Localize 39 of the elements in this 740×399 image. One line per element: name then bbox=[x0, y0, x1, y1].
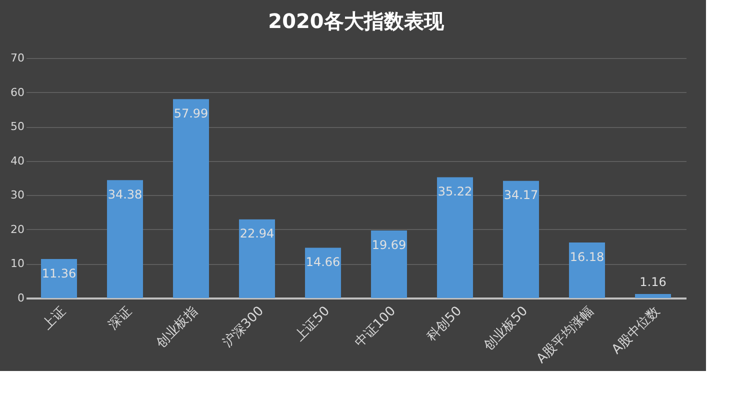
data-label: 14.66 bbox=[306, 255, 340, 270]
bar bbox=[305, 248, 341, 298]
y-tick-label: 0 bbox=[18, 292, 24, 304]
bar bbox=[173, 99, 209, 298]
bar bbox=[371, 230, 407, 298]
x-tick-label: 创业板50 bbox=[481, 304, 531, 354]
y-tick-label: 10 bbox=[10, 257, 24, 270]
data-label: 35.22 bbox=[438, 184, 472, 199]
bar bbox=[437, 177, 473, 298]
x-tick-label: A股平均涨幅 bbox=[534, 304, 597, 367]
x-tick-label: 上证 bbox=[40, 304, 69, 333]
data-label: 11.36 bbox=[42, 266, 76, 280]
data-label: 19.69 bbox=[372, 238, 406, 252]
data-label: 22.94 bbox=[240, 226, 274, 241]
y-tick-label: 70 bbox=[10, 52, 24, 64]
x-tick-label: 深证 bbox=[106, 304, 135, 333]
y-tick-label: 30 bbox=[10, 188, 24, 202]
x-tick-label: A股中位数 bbox=[609, 304, 663, 358]
bar bbox=[635, 294, 671, 298]
x-tick-label: 创业板指 bbox=[154, 304, 201, 352]
x-tick-label: 科创50 bbox=[424, 304, 465, 344]
x-tick-label: 中证100 bbox=[352, 304, 399, 350]
data-label: 34.17 bbox=[504, 188, 538, 202]
y-tick-label: 40 bbox=[10, 154, 24, 168]
y-tick-label: 20 bbox=[10, 222, 24, 236]
x-tick-label: 上证50 bbox=[292, 304, 333, 344]
data-label: 57.99 bbox=[174, 106, 208, 121]
data-label: 16.18 bbox=[570, 250, 604, 264]
bar bbox=[107, 180, 143, 298]
y-tick-label: 60 bbox=[10, 86, 24, 99]
y-tick-label: 50 bbox=[10, 120, 24, 134]
bar bbox=[239, 219, 275, 298]
chart-title: 2020各大指数表现 bbox=[268, 9, 445, 33]
bar bbox=[503, 180, 539, 298]
data-label: 34.38 bbox=[108, 188, 142, 202]
x-tick-label: 沪深300 bbox=[220, 303, 267, 350]
bar bbox=[569, 242, 605, 298]
data-label: 1.16 bbox=[640, 275, 666, 290]
bar bbox=[41, 259, 77, 298]
